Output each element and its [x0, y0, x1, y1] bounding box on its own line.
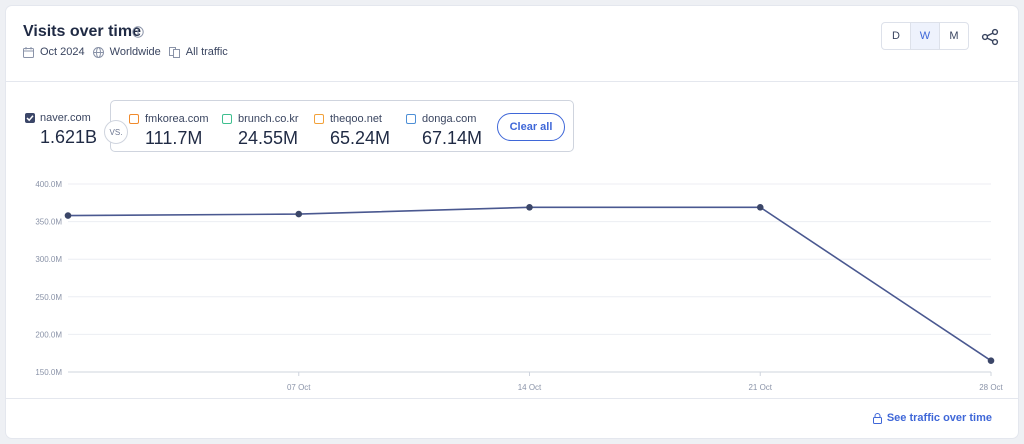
competitor-name: donga.com	[422, 113, 477, 125]
competitor-value: 67.14M	[422, 128, 483, 148]
competitor-name: brunch.co.kr	[238, 113, 299, 125]
competitor-checkbox[interactable]	[406, 114, 416, 124]
data-point	[295, 210, 303, 218]
traffic-filter[interactable]: All traffic	[168, 46, 228, 58]
data-point	[64, 212, 72, 219]
region-label: Worldwide	[109, 46, 161, 58]
card-footer: See traffic over time	[6, 398, 1018, 439]
competitor-checkbox[interactable]	[314, 114, 324, 124]
date-label: Oct 2024	[40, 46, 85, 58]
region-filter[interactable]: Worldwide	[92, 46, 161, 58]
visits-line-chart: 150.0M 200.0M 250.0M 300.0M 350.0M 400.0M 07 O…	[35, 180, 1003, 392]
competitor-name: fmkorea.com	[145, 113, 209, 125]
competitor-checkbox[interactable]	[129, 114, 139, 124]
date-filter[interactable]: Oct 2024	[23, 46, 85, 58]
y-tick-label: 300.0M	[35, 255, 62, 264]
x-tick-label: 14 Oct	[518, 383, 542, 392]
lock-icon	[872, 412, 882, 424]
data-point	[756, 204, 764, 211]
y-tick-label: 250.0M	[35, 293, 62, 302]
traffic-icon	[168, 46, 180, 58]
card-header: Visits over time Oct 2024	[6, 6, 1018, 82]
traffic-label: All traffic	[185, 46, 228, 58]
visits-over-time-card: Visits over time Oct 2024	[6, 6, 1018, 438]
y-tick-label: 400.0M	[35, 180, 62, 189]
share-icon[interactable]	[981, 28, 999, 46]
see-traffic-link[interactable]: See traffic over time	[872, 412, 992, 424]
y-tick-label: 200.0M	[35, 330, 62, 339]
competitor-value: 65.24M	[330, 128, 391, 148]
competitor-box: fmkorea.com 111.7M brunch.co.kr 24.55M t…	[110, 100, 574, 152]
granularity-daily-button[interactable]: D	[882, 23, 911, 49]
competitor-checkbox[interactable]	[222, 114, 232, 124]
main-site-value: 1.621B	[40, 127, 98, 147]
info-icon[interactable]	[132, 26, 144, 38]
granularity-toggle: D W M	[881, 22, 969, 50]
competitor-value: 24.55M	[238, 128, 299, 148]
data-point	[526, 204, 533, 211]
competitor-value: 111.7M	[145, 128, 203, 148]
main-site-checkbox[interactable]	[25, 113, 35, 123]
check-icon	[26, 115, 34, 122]
y-tick-label: 350.0M	[35, 218, 62, 227]
clear-all-button[interactable]: Clear all	[497, 113, 565, 141]
x-tick-label: 07 Oct	[287, 383, 311, 392]
vs-badge: VS.	[104, 120, 128, 144]
filter-meta: Oct 2024 Worldwide All traffic	[23, 46, 236, 58]
card-title: Visits over time	[23, 23, 141, 40]
x-tick-label: 21 Oct	[748, 383, 772, 392]
granularity-weekly-button[interactable]: W	[911, 23, 940, 49]
series-line	[67, 206, 992, 362]
x-tick-label: 28 Oct	[979, 383, 1003, 392]
see-traffic-label: See traffic over time	[886, 412, 992, 424]
data-point	[987, 357, 995, 365]
competitor-name: theqoo.net	[330, 113, 382, 125]
granularity-monthly-button[interactable]: M	[949, 30, 959, 42]
calendar-icon	[23, 46, 34, 58]
main-site-name: naver.com	[40, 112, 91, 124]
globe-icon	[92, 46, 104, 58]
y-tick-label: 150.0M	[35, 368, 62, 377]
